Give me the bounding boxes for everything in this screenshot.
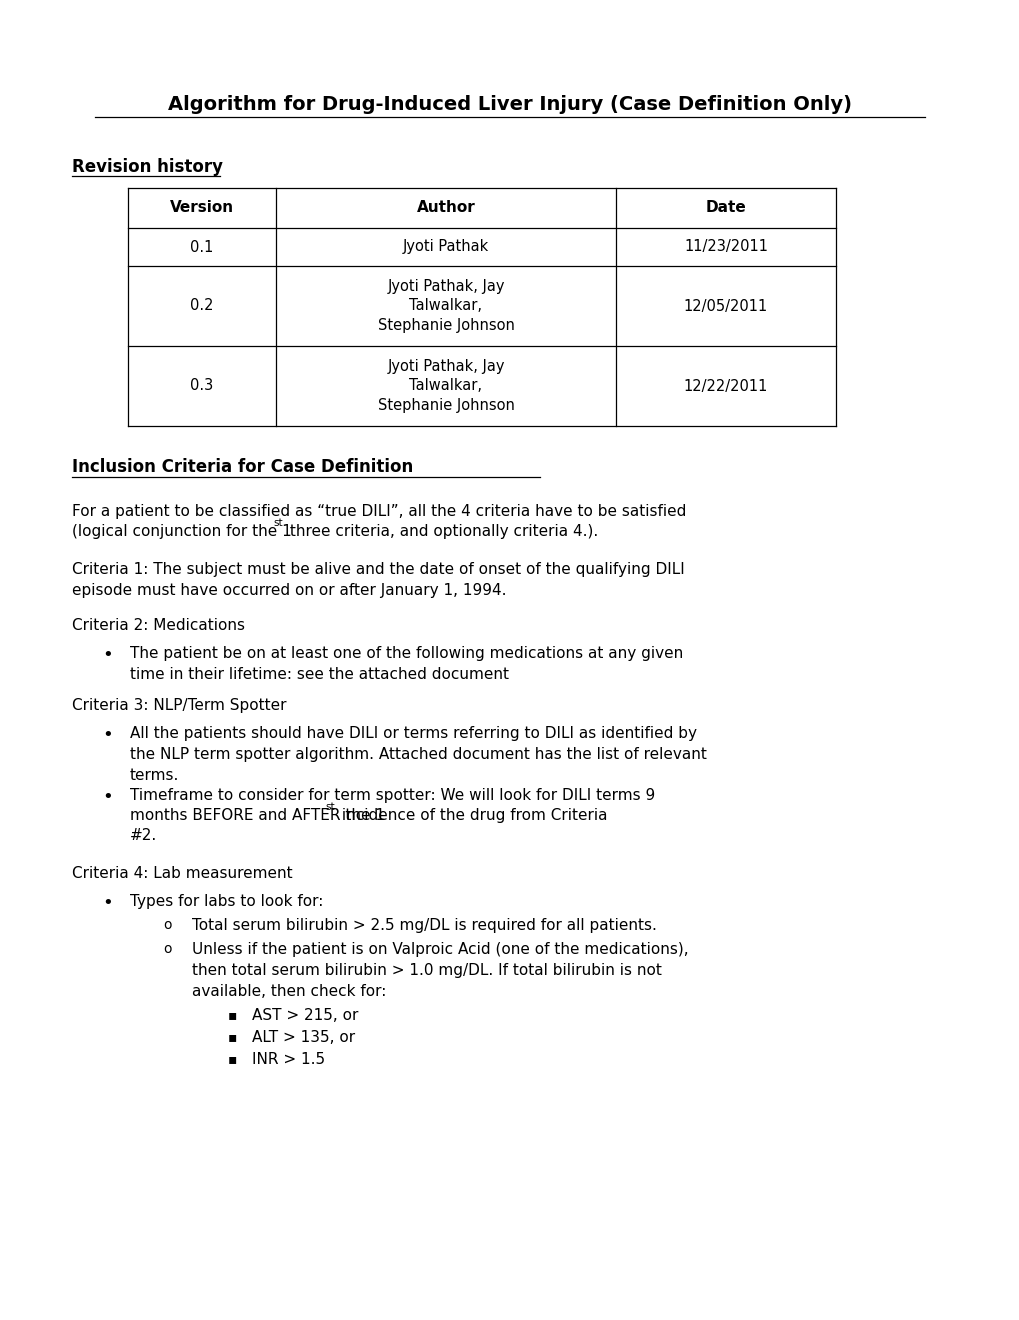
Text: months BEFORE and AFTER the 1: months BEFORE and AFTER the 1 — [129, 808, 384, 822]
Text: Criteria 1: The subject must be alive and the date of onset of the qualifying DI: Criteria 1: The subject must be alive an… — [72, 562, 684, 598]
Text: Algorithm for Drug-Induced Liver Injury (Case Definition Only): Algorithm for Drug-Induced Liver Injury … — [168, 95, 851, 114]
Text: 0.2: 0.2 — [191, 298, 214, 314]
Text: Jyoti Pathak, Jay
Talwalkar,
Stephanie Johnson: Jyoti Pathak, Jay Talwalkar, Stephanie J… — [377, 359, 514, 413]
Text: Jyoti Pathak, Jay
Talwalkar,
Stephanie Johnson: Jyoti Pathak, Jay Talwalkar, Stephanie J… — [377, 279, 514, 333]
Text: Types for labs to look for:: Types for labs to look for: — [129, 894, 323, 909]
Text: AST > 215, or: AST > 215, or — [252, 1008, 358, 1023]
Text: 12/22/2011: 12/22/2011 — [683, 379, 767, 393]
Text: Version: Version — [170, 201, 233, 215]
Text: ▪: ▪ — [227, 1030, 236, 1044]
Text: Criteria 2: Medications: Criteria 2: Medications — [72, 618, 245, 634]
Text: 0.3: 0.3 — [191, 379, 213, 393]
Text: incidence of the drug from Criteria: incidence of the drug from Criteria — [336, 808, 607, 822]
Text: #2.: #2. — [129, 828, 157, 843]
Text: Inclusion Criteria for Case Definition: Inclusion Criteria for Case Definition — [72, 458, 413, 477]
Text: Criteria 3: NLP/Term Spotter: Criteria 3: NLP/Term Spotter — [72, 698, 286, 713]
Text: Date: Date — [705, 201, 746, 215]
Text: 12/05/2011: 12/05/2011 — [683, 298, 767, 314]
Text: Criteria 4: Lab measurement: Criteria 4: Lab measurement — [72, 866, 292, 880]
Text: Timeframe to consider for term spotter: We will look for DILI terms 9: Timeframe to consider for term spotter: … — [129, 788, 654, 803]
Text: The patient be on at least one of the following medications at any given
time in: The patient be on at least one of the fo… — [129, 645, 683, 682]
Text: Total serum bilirubin > 2.5 mg/DL is required for all patients.: Total serum bilirubin > 2.5 mg/DL is req… — [192, 917, 656, 933]
Text: st: st — [325, 803, 334, 812]
Text: o: o — [164, 917, 172, 932]
Text: three criteria, and optionally criteria 4.).: three criteria, and optionally criteria … — [284, 524, 598, 539]
Text: ▪: ▪ — [227, 1008, 236, 1022]
Text: All the patients should have DILI or terms referring to DILI as identified by
th: All the patients should have DILI or ter… — [129, 726, 706, 783]
Text: INR > 1.5: INR > 1.5 — [252, 1052, 325, 1067]
Text: •: • — [103, 894, 113, 912]
Text: Author: Author — [416, 201, 475, 215]
Text: o: o — [164, 942, 172, 956]
Text: •: • — [103, 788, 113, 807]
Text: ALT > 135, or: ALT > 135, or — [252, 1030, 355, 1045]
Text: •: • — [103, 726, 113, 744]
Text: Jyoti Pathak: Jyoti Pathak — [403, 239, 489, 255]
Text: (logical conjunction for the 1: (logical conjunction for the 1 — [72, 524, 291, 539]
Text: •: • — [103, 645, 113, 664]
Text: 11/23/2011: 11/23/2011 — [684, 239, 767, 255]
Text: Unless if the patient is on Valproic Acid (one of the medications),
then total s: Unless if the patient is on Valproic Aci… — [192, 942, 688, 999]
Text: For a patient to be classified as “true DILI”, all the 4 criteria have to be sat: For a patient to be classified as “true … — [72, 504, 686, 519]
Text: Revision history: Revision history — [72, 158, 223, 176]
Text: 0.1: 0.1 — [191, 239, 213, 255]
Text: st: st — [273, 517, 282, 528]
Text: ▪: ▪ — [227, 1052, 236, 1067]
